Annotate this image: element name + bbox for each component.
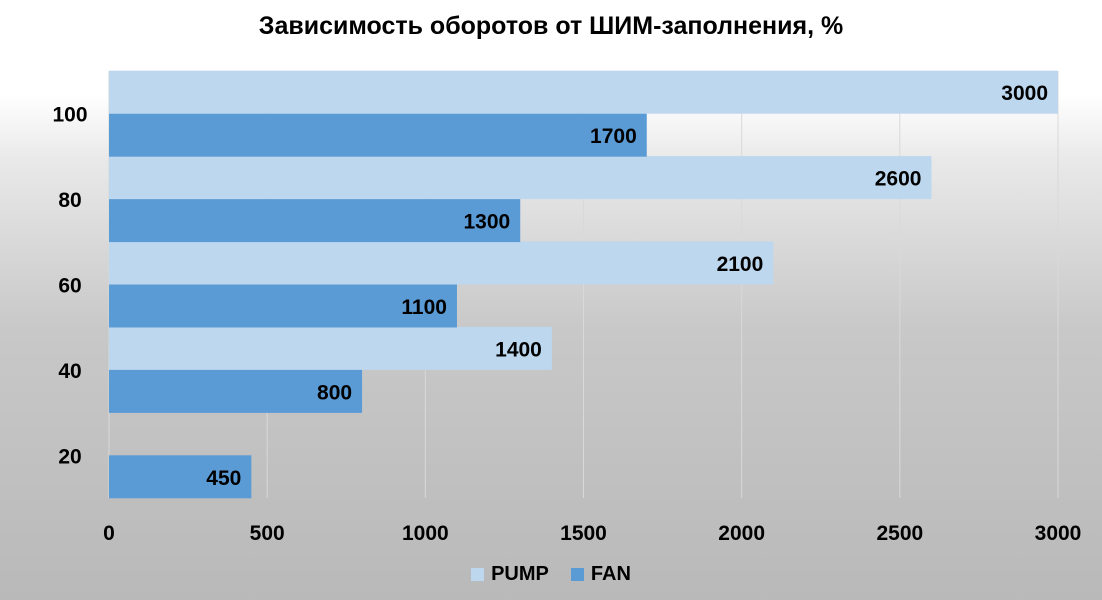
y-tick-label: 40 bbox=[58, 360, 81, 383]
y-tick-label: 60 bbox=[58, 275, 81, 298]
x-tick-label: 0 bbox=[103, 522, 115, 545]
x-axis-ticks: 0 500 1000 1500 2000 2500 3000 bbox=[103, 522, 1081, 545]
bar-fan bbox=[109, 113, 647, 157]
x-tick-label: 2000 bbox=[718, 522, 765, 545]
data-labels: 450 1400 800 2100 1100 2600 1300 3000 1700 bbox=[206, 82, 1048, 490]
bar-fan bbox=[109, 369, 363, 413]
data-label-fan: 1700 bbox=[590, 125, 637, 148]
y-tick-label: 80 bbox=[58, 189, 81, 212]
legend-item-pump: PUMP bbox=[471, 563, 549, 586]
legend-swatch-fan bbox=[570, 568, 584, 581]
bars bbox=[109, 70, 1058, 499]
legend-label-pump: PUMP bbox=[491, 563, 549, 585]
bar-pump bbox=[109, 70, 1058, 114]
x-tick-label: 1500 bbox=[560, 522, 607, 545]
x-tick-label: 1000 bbox=[402, 522, 449, 545]
legend: PUMP FAN bbox=[0, 563, 1102, 586]
x-tick-label: 2500 bbox=[876, 522, 923, 545]
bar-fan bbox=[109, 284, 457, 328]
data-label-fan: 1100 bbox=[401, 296, 447, 319]
data-label-pump: 2600 bbox=[875, 168, 922, 191]
bar-fan bbox=[109, 199, 521, 243]
data-label-fan: 1300 bbox=[464, 211, 511, 234]
bar-fan bbox=[109, 455, 252, 499]
bar-pump bbox=[109, 241, 774, 285]
legend-swatch-pump bbox=[471, 568, 485, 581]
x-tick-label: 500 bbox=[250, 522, 285, 545]
data-label-fan: 450 bbox=[206, 467, 241, 490]
data-label-fan: 800 bbox=[317, 381, 352, 404]
y-tick-label: 100 bbox=[52, 104, 87, 127]
bar-pump bbox=[109, 326, 552, 370]
data-label-pump: 1400 bbox=[495, 338, 542, 361]
y-tick-label: 20 bbox=[58, 445, 81, 468]
legend-label-fan: FAN bbox=[590, 563, 631, 585]
chart-title: Зависимость оборотов от ШИМ-заполнения, … bbox=[258, 12, 844, 40]
legend-item-fan: FAN bbox=[570, 563, 631, 586]
data-label-pump: 2100 bbox=[717, 253, 764, 276]
bar-pump bbox=[109, 156, 932, 200]
y-axis-ticks: 20 40 60 80 100 bbox=[52, 104, 87, 469]
x-tick-label: 3000 bbox=[1035, 522, 1082, 545]
data-label-pump: 3000 bbox=[1001, 82, 1048, 105]
